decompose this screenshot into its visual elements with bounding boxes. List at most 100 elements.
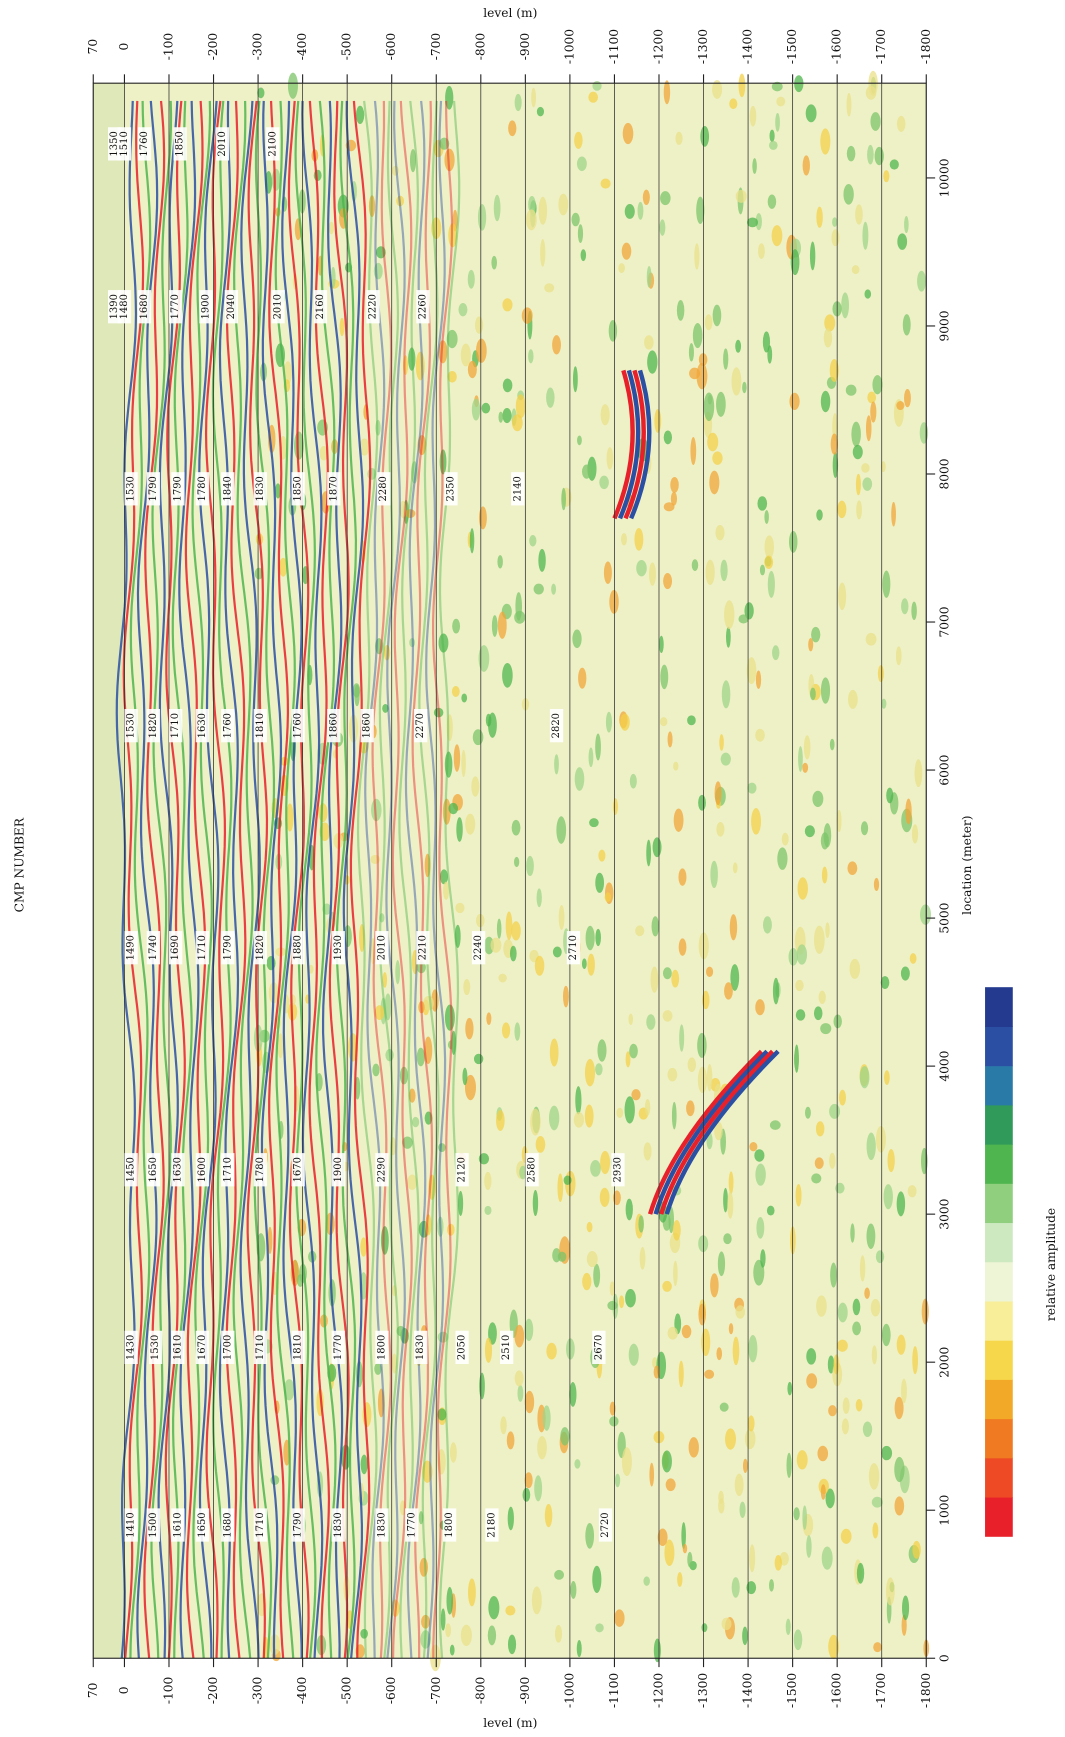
colorbar-segment [985,1419,1013,1459]
texture-blob [867,392,876,404]
texture-blob [585,1059,595,1087]
texture-blob [485,1338,492,1363]
texture-blob [492,615,498,637]
texture-blob [739,1502,745,1518]
texture-blob [729,1323,734,1334]
texture-blob [722,680,731,708]
texture-blob [605,892,611,902]
colorbar-title: relative amplitude [1044,1208,1058,1321]
texture-blob [475,316,483,333]
texture-blob [511,921,520,940]
texture-blob [629,1344,639,1366]
texture-blob [716,1347,722,1360]
texture-blob [742,382,746,393]
texture-blob [678,868,686,885]
texture-blob [767,1206,775,1216]
texture-blob [830,1263,837,1288]
texture-blob [922,1299,929,1325]
texture-blob [863,1422,872,1437]
texture-blob [773,978,779,1005]
velocity-label: 1860 [328,713,339,738]
texture-blob [815,1157,824,1169]
texture-blob [688,1057,696,1072]
y-tick-label: 6000 [938,755,952,786]
texture-blob [869,1463,879,1490]
texture-blob [535,956,544,976]
texture-blob [643,1576,649,1585]
texture-blob [683,1544,687,1554]
velocity-label: 1770 [406,1512,417,1537]
x-tick-label-bottom: -100 [161,1677,175,1704]
texture-blob [679,938,687,956]
texture-blob [395,960,400,984]
texture-blob [866,415,871,441]
texture-blob [552,335,561,354]
texture-blob [831,229,839,246]
texture-blob [872,1522,878,1538]
velocity-label: 1900 [200,294,211,319]
texture-blob [871,1299,881,1317]
texture-blob [848,690,858,709]
x-tick-label-top: -600 [384,33,398,60]
velocity-label: 1800 [444,1512,455,1537]
texture-blob [561,488,566,511]
texture-blob [673,1261,678,1286]
texture-blob [593,1264,600,1288]
texture-blob [794,1629,802,1650]
texture-blob [705,314,713,330]
texture-blob [769,1579,774,1591]
x-tick-label-top: -1000 [562,29,576,64]
texture-blob [546,1343,556,1360]
x-tick-label-bottom: -1000 [562,1673,576,1708]
x-tick-label-bottom: -300 [251,1677,265,1704]
texture-blob [592,81,601,91]
velocity-label: 2010 [217,131,228,156]
texture-blob [502,1022,510,1038]
texture-blob [599,476,609,489]
texture-blob [528,349,533,363]
texture-blob [626,1199,633,1221]
velocity-label: 1610 [172,1335,183,1360]
texture-blob [724,600,734,629]
velocity-label: 1690 [170,935,181,960]
texture-blob [821,677,830,703]
texture-blob [592,1566,601,1593]
texture-blob [525,1319,534,1341]
x-tick-label-bottom: 0 [117,1687,131,1695]
colorbar-segment [985,1379,1013,1419]
texture-blob [709,471,719,495]
colorbar-segment [985,1497,1013,1537]
texture-blob [710,1273,719,1297]
texture-blob [445,1623,451,1637]
texture-blob [664,80,670,104]
texture-blob [517,1385,523,1402]
texture-blob [730,914,737,940]
texture-blob [500,1416,506,1434]
texture-blob [461,750,466,777]
texture-blob [525,1472,533,1488]
texture-blob [577,1640,582,1657]
texture-blob [662,1450,672,1472]
texture-blob [498,974,506,983]
texture-blob [689,1437,699,1457]
texture-blob [698,795,706,811]
texture-blob [646,1014,655,1030]
velocity-label: 2050 [457,1335,468,1360]
texture-blob [698,1067,707,1094]
texture-blob [769,141,778,150]
texture-blob [694,243,699,269]
texture-blob [471,776,479,796]
velocity-label: 1770 [333,1335,344,1360]
page: level (m) level (m) CMP NUMBER location … [0,0,1065,1737]
texture-blob [760,565,765,576]
texture-blob [816,1295,827,1316]
texture-blob [587,954,595,976]
texture-blob [570,1581,576,1599]
texture-blob [687,1552,692,1567]
texture-blob [589,818,599,827]
x-axis-title-bottom: level (m) [483,1716,537,1730]
texture-blob [498,612,507,639]
texture-blob [640,1247,646,1270]
velocity-label: 2010 [376,935,387,960]
texture-blob [837,1340,848,1352]
